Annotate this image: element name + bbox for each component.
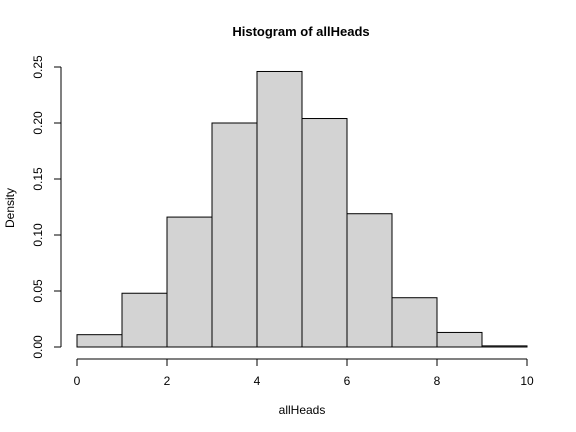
x-axis: 0 2 4 6 8 10 (74, 358, 534, 388)
y-tick-label: 0.25 (31, 55, 45, 79)
y-tick-label: 0.05 (31, 279, 45, 303)
histogram-bar-6-7 (346, 213, 393, 348)
histogram-bar-4-5 (256, 70, 303, 348)
histogram-bar-1-2 (121, 292, 168, 348)
x-tick-label: 2 (164, 374, 171, 388)
x-tick-label: 6 (344, 374, 351, 388)
y-axis: 0.00 0.05 0.10 0.15 0.20 0.25 (31, 55, 62, 359)
x-axis-label: allHeads (279, 403, 326, 417)
histogram-bar-0-1 (76, 334, 123, 348)
histogram-bar-8-9 (436, 331, 483, 348)
y-axis-label: Density (3, 188, 17, 228)
y-tick-label: 0.10 (31, 223, 45, 247)
x-tick-label: 8 (434, 374, 441, 388)
x-tick-label: 10 (520, 374, 534, 388)
chart-title: Histogram of allHeads (232, 24, 369, 39)
histogram-bar-5-6 (301, 118, 348, 348)
bars-group (76, 70, 528, 348)
y-tick-label: 0.00 (31, 335, 45, 359)
y-tick-label: 0.15 (31, 167, 45, 191)
histogram-bar-9-10 (481, 345, 528, 348)
x-tick-label: 0 (74, 374, 81, 388)
x-tick-label: 4 (254, 374, 261, 388)
histogram-bar-7-8 (391, 297, 438, 348)
y-tick-label: 0.20 (31, 111, 45, 135)
histogram-bar-3-4 (211, 122, 258, 348)
histogram-bar-2-3 (166, 216, 213, 348)
